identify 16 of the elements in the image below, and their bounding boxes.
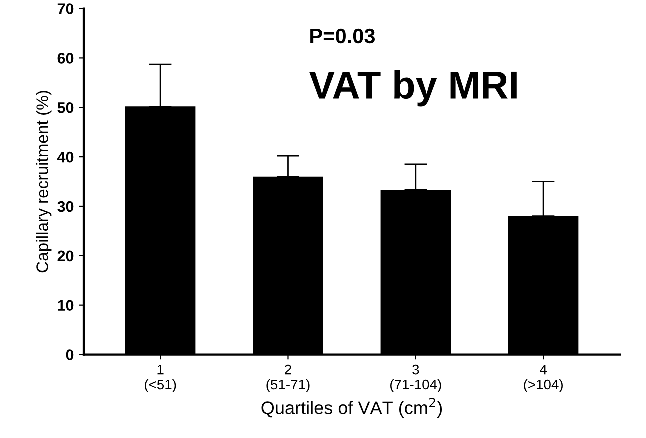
y-tick-label: 20 — [58, 250, 74, 262]
annotation: VAT by MRI — [309, 70, 517, 107]
y-tick-label: 10 — [58, 300, 74, 312]
x-tick-label: 1 (<51) — [145, 365, 176, 392]
y-tick-label: 70 — [58, 4, 74, 14]
y-tick-label: 0 — [66, 350, 74, 360]
x-tick-label: 3 (71-104) — [390, 364, 442, 392]
x-axis-title: Quartiles of VAT (cm$^{2}$) — [262, 398, 442, 418]
y-tick-label: 50 — [58, 102, 74, 114]
y-axis-title: Capillary recruitment (%) — [36, 91, 52, 273]
annotation: P=0.03 — [310, 28, 376, 44]
x-tick-label: 2 (51-71) — [266, 364, 310, 392]
y-tick-label: 60 — [58, 53, 74, 64]
x-tick-label: 4 (>104) — [524, 365, 563, 392]
y-tick-label: 40 — [58, 152, 74, 163]
y-tick-label: 30 — [58, 201, 74, 212]
